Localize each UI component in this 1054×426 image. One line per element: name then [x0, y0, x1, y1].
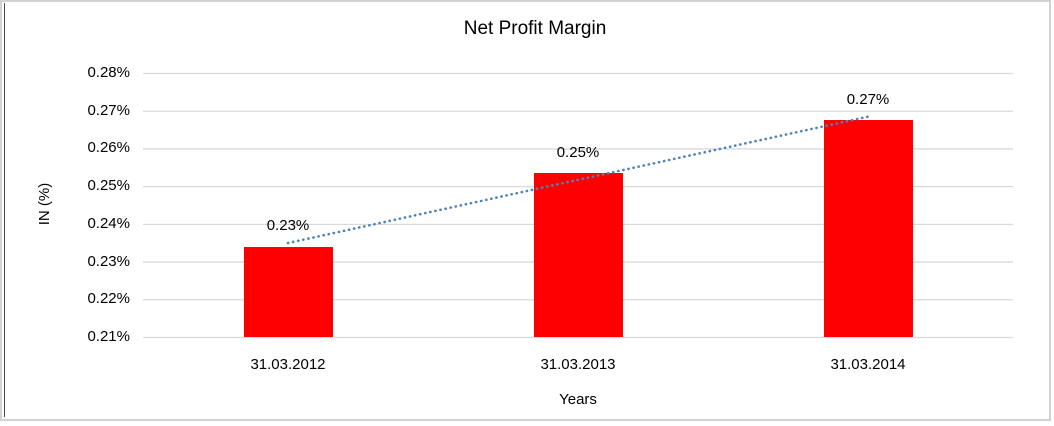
x-tick-label: 31.03.2012	[250, 356, 326, 373]
x-tick-label: 31.03.2014	[830, 356, 906, 373]
x-axis-title: Years	[559, 391, 597, 408]
bar-31.03.2014	[823, 120, 913, 337]
bar-value-label: 0.25%	[556, 143, 600, 161]
y-tick-label: 0.23%	[87, 252, 130, 270]
bar-value-label: 0.23%	[266, 217, 310, 235]
y-tick-label: 0.28%	[87, 64, 130, 81]
y-tick-label: 0.21%	[87, 328, 130, 345]
linear-trendline	[286, 115, 870, 245]
y-axis-title: IN (%)	[36, 182, 53, 226]
plot-area	[143, 72, 1013, 339]
bar-31.03.2012	[243, 246, 333, 337]
bar-value-label: 0.27%	[846, 91, 890, 109]
x-tick-label: 31.03.2013	[540, 356, 616, 373]
y-tick-label: 0.22%	[87, 290, 130, 308]
bar-31.03.2013	[533, 172, 623, 337]
trendline	[286, 115, 870, 245]
y-tick-label: 0.25%	[87, 177, 130, 195]
chart-title: Net Profit Margin	[463, 18, 607, 39]
y-tick-label: 0.24%	[87, 214, 130, 232]
y-tick-label: 0.27%	[87, 101, 130, 119]
chart-left-border-line	[4, 3, 5, 417]
y-tick-label: 0.26%	[87, 139, 130, 157]
